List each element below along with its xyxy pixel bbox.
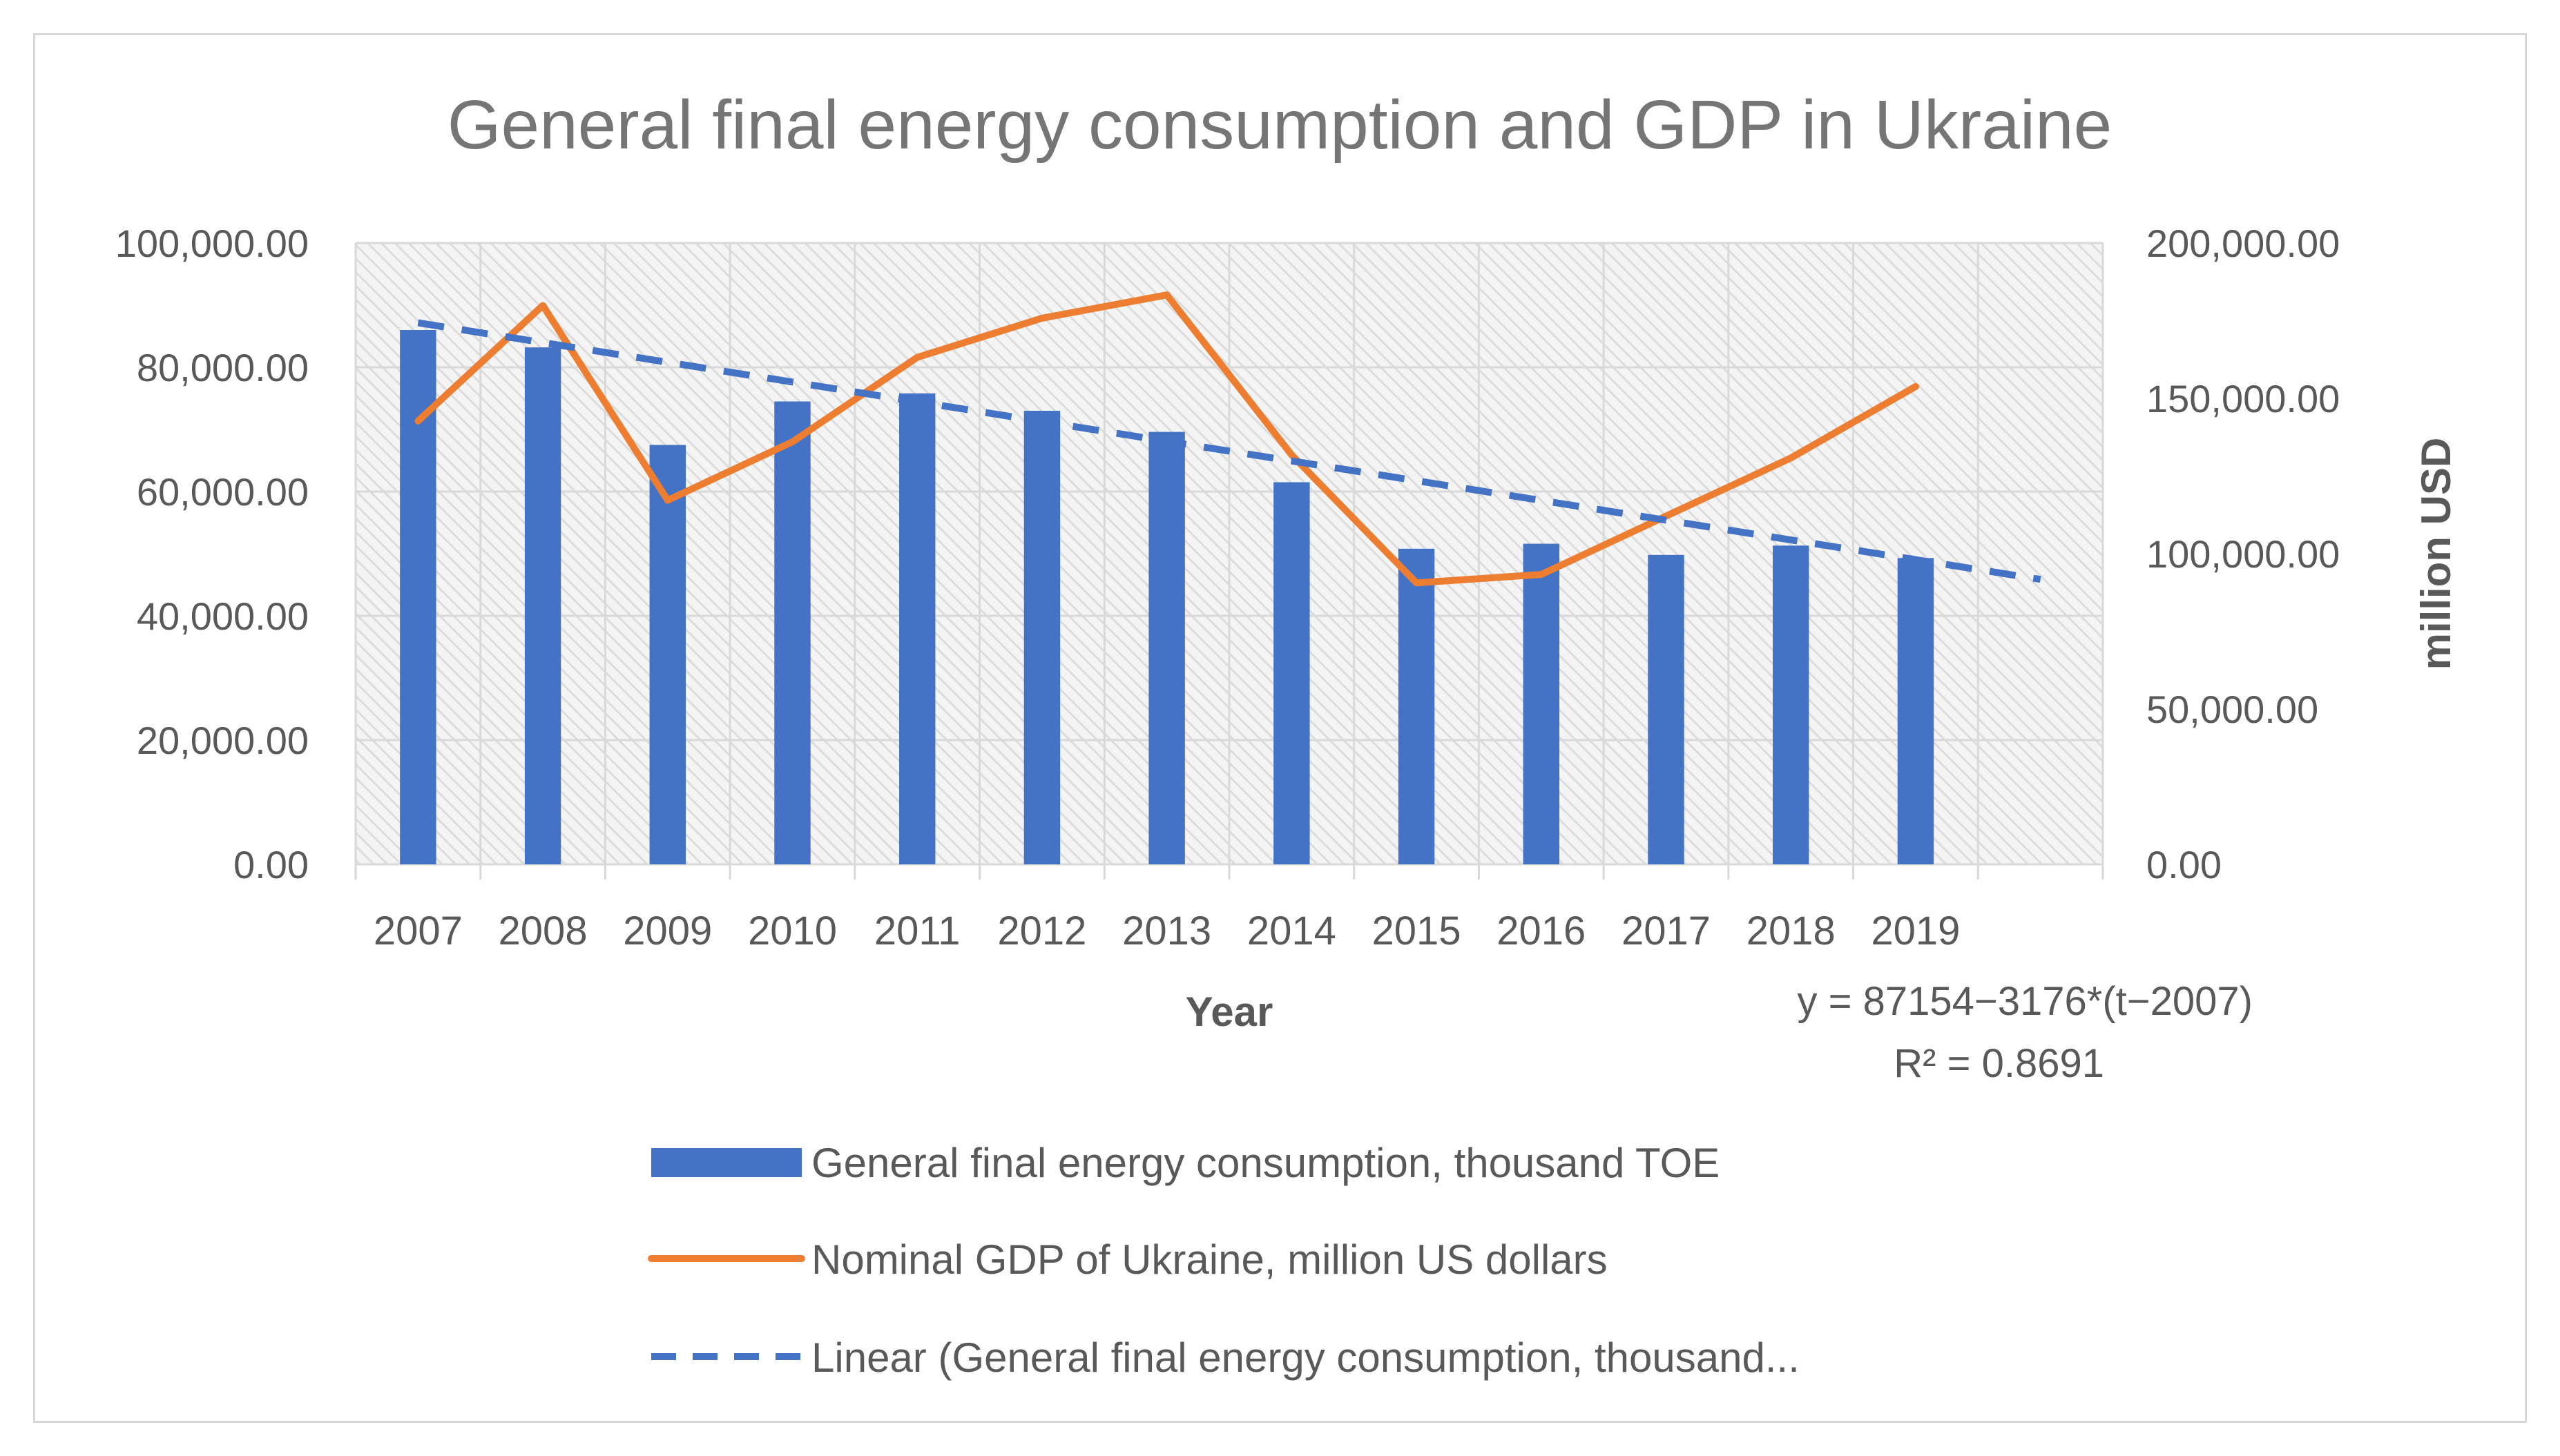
legend: General final energy consumption, thousa… — [648, 1140, 1800, 1381]
bar — [1398, 548, 1435, 864]
trendline-series — [417, 319, 2041, 583]
x-axis: 2007 2008 2009 2010 2011 2012 2013 2014 2015 2016… — [374, 909, 1961, 953]
bar-series — [400, 330, 1934, 864]
x-tick-label: 2017 — [1621, 909, 1711, 953]
bar — [1023, 411, 1061, 864]
x-tick-label: 2008 — [499, 909, 588, 953]
x-tick-label: 2007 — [374, 909, 463, 953]
y2-tick-label: 50,000.00 — [2146, 688, 2318, 731]
y-tick-label: 0.00 — [233, 843, 309, 886]
gridlines — [354, 242, 2104, 880]
bar — [774, 401, 811, 864]
legend-swatch-bar — [651, 1148, 802, 1177]
x-tick-label: 2015 — [1372, 909, 1461, 953]
legend-label-trend: Linear (General final energy consumption… — [811, 1334, 1800, 1381]
y-tick-label: 20,000.00 — [137, 719, 309, 762]
bar — [899, 393, 936, 864]
y-tick-label: 60,000.00 — [137, 470, 309, 514]
legend-label-gdp: Nominal GDP of Ukraine, million US dolla… — [811, 1236, 1608, 1283]
bar — [524, 347, 561, 864]
x-tick-label: 2013 — [1122, 909, 1211, 953]
gdp-line-series — [414, 291, 1919, 587]
y-tick-label: 80,000.00 — [137, 346, 309, 389]
x-tick-label: 2009 — [623, 909, 712, 953]
bar — [1273, 482, 1310, 864]
trendline-r-squared: R² = 0.8691 — [1894, 1041, 2104, 1086]
y-axis-right: 0.00 50,000.00 100,000.00 150,000.00 200,000… — [2146, 222, 2340, 886]
bar — [649, 445, 686, 864]
x-tick-label: 2018 — [1746, 909, 1836, 953]
bar — [1148, 431, 1185, 864]
y2-tick-label: 150,000.00 — [2146, 377, 2340, 420]
chart-title: General final energy consumption and GDP… — [447, 86, 2113, 164]
y2-tick-label: 0.00 — [2146, 843, 2222, 886]
x-tick-label: 2010 — [748, 909, 837, 953]
trendline-equation: y = 87154−3176*(t−2007) — [1798, 979, 2253, 1024]
trendline — [417, 319, 2041, 583]
y-tick-label: 40,000.00 — [137, 594, 309, 638]
bar — [1523, 543, 1559, 864]
gdp-line — [414, 291, 1919, 587]
x-tick-label: 2012 — [997, 909, 1086, 953]
x-tick-label: 2019 — [1871, 909, 1960, 953]
bar — [1648, 554, 1684, 864]
x-tick-label: 2011 — [874, 909, 961, 953]
y-tick-label: 100,000.00 — [115, 222, 309, 265]
bar — [1773, 545, 1809, 864]
y-axis-left: 0.00 20,000.00 40,000.00 60,000.00 80,000.00… — [115, 222, 309, 886]
y2-tick-label: 100,000.00 — [2146, 532, 2340, 576]
y2-tick-label: 200,000.00 — [2146, 222, 2340, 265]
y2-axis-title: million USD — [2413, 438, 2459, 670]
x-tick-label: 2016 — [1496, 909, 1586, 953]
legend-label-energy: General final energy consumption, thousa… — [811, 1140, 1720, 1186]
bar — [1897, 558, 1934, 864]
x-axis-title: Year — [1186, 989, 1273, 1035]
x-tick-label: 2014 — [1247, 909, 1336, 953]
